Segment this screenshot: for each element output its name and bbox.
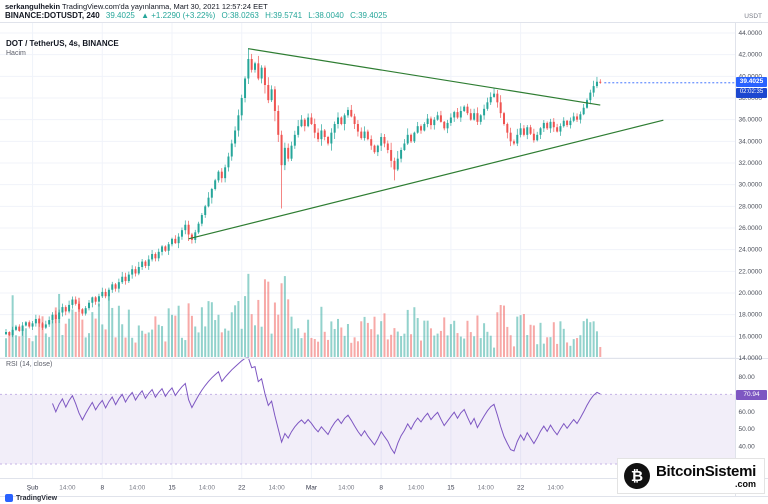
bitcoinsistemi-watermark: ₿ BitcoinSistemi .com <box>617 458 765 494</box>
volume-legend[interactable]: Hacim <box>6 50 26 57</box>
svg-text:38.0000: 38.0000 <box>739 95 763 102</box>
svg-text:15: 15 <box>447 485 455 492</box>
last-price: 39.4025 <box>105 11 135 20</box>
low-value: L:38.0040 <box>308 11 344 20</box>
svg-text:50.00: 50.00 <box>739 426 756 433</box>
svg-text:80.00: 80.00 <box>739 374 756 381</box>
tradingview-mark-icon <box>5 494 13 502</box>
svg-text:14:00: 14:00 <box>338 485 355 492</box>
svg-text:20.0000: 20.0000 <box>739 290 763 297</box>
bar-countdown-badge: 02:02:35 <box>736 88 767 98</box>
svg-text:24.0000: 24.0000 <box>739 247 763 254</box>
publisher-username: serkangulhekin <box>5 2 61 11</box>
panel-borders <box>0 22 768 497</box>
svg-text:15: 15 <box>168 485 176 492</box>
svg-text:14.0000: 14.0000 <box>739 355 763 362</box>
svg-text:14:00: 14:00 <box>478 485 495 492</box>
svg-text:22: 22 <box>238 485 246 492</box>
rsi-band <box>0 394 735 464</box>
tradingview-logo[interactable]: TradingView <box>5 494 57 502</box>
svg-text:32.0000: 32.0000 <box>739 160 763 167</box>
quote-currency-label: USDT <box>744 13 762 20</box>
rsi-value-badge: 70.94 <box>736 389 767 401</box>
svg-text:30.0000: 30.0000 <box>739 182 763 189</box>
svg-text:40.00: 40.00 <box>739 444 756 451</box>
svg-text:14:00: 14:00 <box>199 485 216 492</box>
watermark-text: BitcoinSistemi .com <box>656 464 756 489</box>
close-value: C:39.4025 <box>350 11 388 20</box>
chart-legend[interactable]: DOT / TetherUS, 4s, BINANCE <box>6 39 119 48</box>
publish-date: TradingView.com'da yayınlanma, Mart 30, … <box>60 2 268 11</box>
svg-text:8: 8 <box>100 485 104 492</box>
svg-text:42.0000: 42.0000 <box>739 52 763 59</box>
svg-text:14:00: 14:00 <box>547 485 564 492</box>
svg-text:22: 22 <box>517 485 525 492</box>
svg-text:28.0000: 28.0000 <box>739 203 763 210</box>
svg-text:16.0000: 16.0000 <box>739 333 763 340</box>
rsi-line <box>52 357 601 455</box>
svg-text:14:00: 14:00 <box>59 485 76 492</box>
time-scale[interactable]: Şub 14:00 8 14:00 15 14:00 22 14:00 Mar 14:00 8 14:… <box>27 485 564 492</box>
symbol-name[interactable]: BINANCE:DOTUSDT, 240 <box>5 11 100 20</box>
svg-text:44.0000: 44.0000 <box>739 30 763 37</box>
open-value: O:38.0263 <box>221 11 259 20</box>
rsi-legend[interactable]: RSI (14, close) <box>6 361 53 368</box>
tradingview-wordmark: TradingView <box>16 494 58 502</box>
bitcoin-icon: ₿ <box>624 463 650 489</box>
svg-text:36.0000: 36.0000 <box>739 117 763 124</box>
last-price-badge: 39.4025 <box>736 77 767 88</box>
trendline-lower[interactable] <box>188 119 664 240</box>
publish-info: serkangulhekin TradingView.com'da yayınl… <box>5 2 268 11</box>
grid-lines <box>0 23 735 478</box>
svg-text:Mar: Mar <box>306 485 318 492</box>
price-scale[interactable]: 44.0000 42.0000 40.0000 38.0000 36.0000 34.00… <box>739 30 763 362</box>
svg-text:14:00: 14:00 <box>408 485 425 492</box>
svg-text:40.0000: 40.0000 <box>739 73 763 80</box>
svg-text:Şub: Şub <box>27 485 39 492</box>
svg-text:22.0000: 22.0000 <box>739 268 763 275</box>
watermark-tld: .com <box>734 478 756 489</box>
high-value: H:39.5741 <box>265 11 303 20</box>
candlestick-series <box>5 48 602 338</box>
symbol-info-bar: BINANCE:DOTUSDT, 240 39.4025 ▲ +1.2290 (… <box>5 11 391 20</box>
svg-text:26.0000: 26.0000 <box>739 225 763 232</box>
svg-text:8: 8 <box>379 485 383 492</box>
price-change: ▲ +1.2290 (+3.22%) <box>141 11 216 20</box>
watermark-name: BitcoinSistemi <box>656 462 756 480</box>
svg-text:14:00: 14:00 <box>268 485 285 492</box>
svg-text:18.0000: 18.0000 <box>739 312 763 319</box>
svg-text:34.0000: 34.0000 <box>739 138 763 145</box>
trendline-upper[interactable] <box>248 48 601 106</box>
svg-text:60.00: 60.00 <box>739 409 756 416</box>
svg-text:14:00: 14:00 <box>129 485 146 492</box>
volume-series <box>5 273 602 357</box>
